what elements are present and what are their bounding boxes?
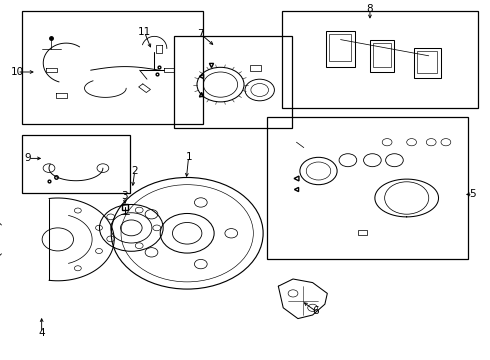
Text: 7: 7 bbox=[197, 29, 204, 39]
Bar bbox=[414, 48, 441, 78]
Text: 6: 6 bbox=[313, 306, 319, 316]
Bar bbox=[282, 11, 478, 108]
Bar bbox=[174, 36, 292, 128]
Bar bbox=[373, 43, 391, 67]
Text: 3: 3 bbox=[122, 191, 128, 201]
Bar bbox=[417, 51, 437, 73]
Text: 8: 8 bbox=[367, 4, 373, 14]
Text: 9: 9 bbox=[24, 153, 31, 163]
Text: 4: 4 bbox=[38, 328, 45, 338]
Text: 2: 2 bbox=[131, 166, 138, 176]
Bar bbox=[326, 31, 355, 67]
Text: 11: 11 bbox=[138, 27, 151, 37]
Bar bbox=[329, 34, 351, 61]
Text: 1: 1 bbox=[185, 152, 192, 162]
Text: 10: 10 bbox=[11, 67, 24, 77]
Bar bbox=[370, 40, 394, 72]
Bar bbox=[358, 230, 367, 235]
Bar bbox=[22, 135, 130, 193]
Text: 5: 5 bbox=[469, 189, 476, 199]
Bar bbox=[22, 11, 203, 124]
Bar bbox=[250, 65, 261, 71]
Bar bbox=[267, 117, 468, 259]
